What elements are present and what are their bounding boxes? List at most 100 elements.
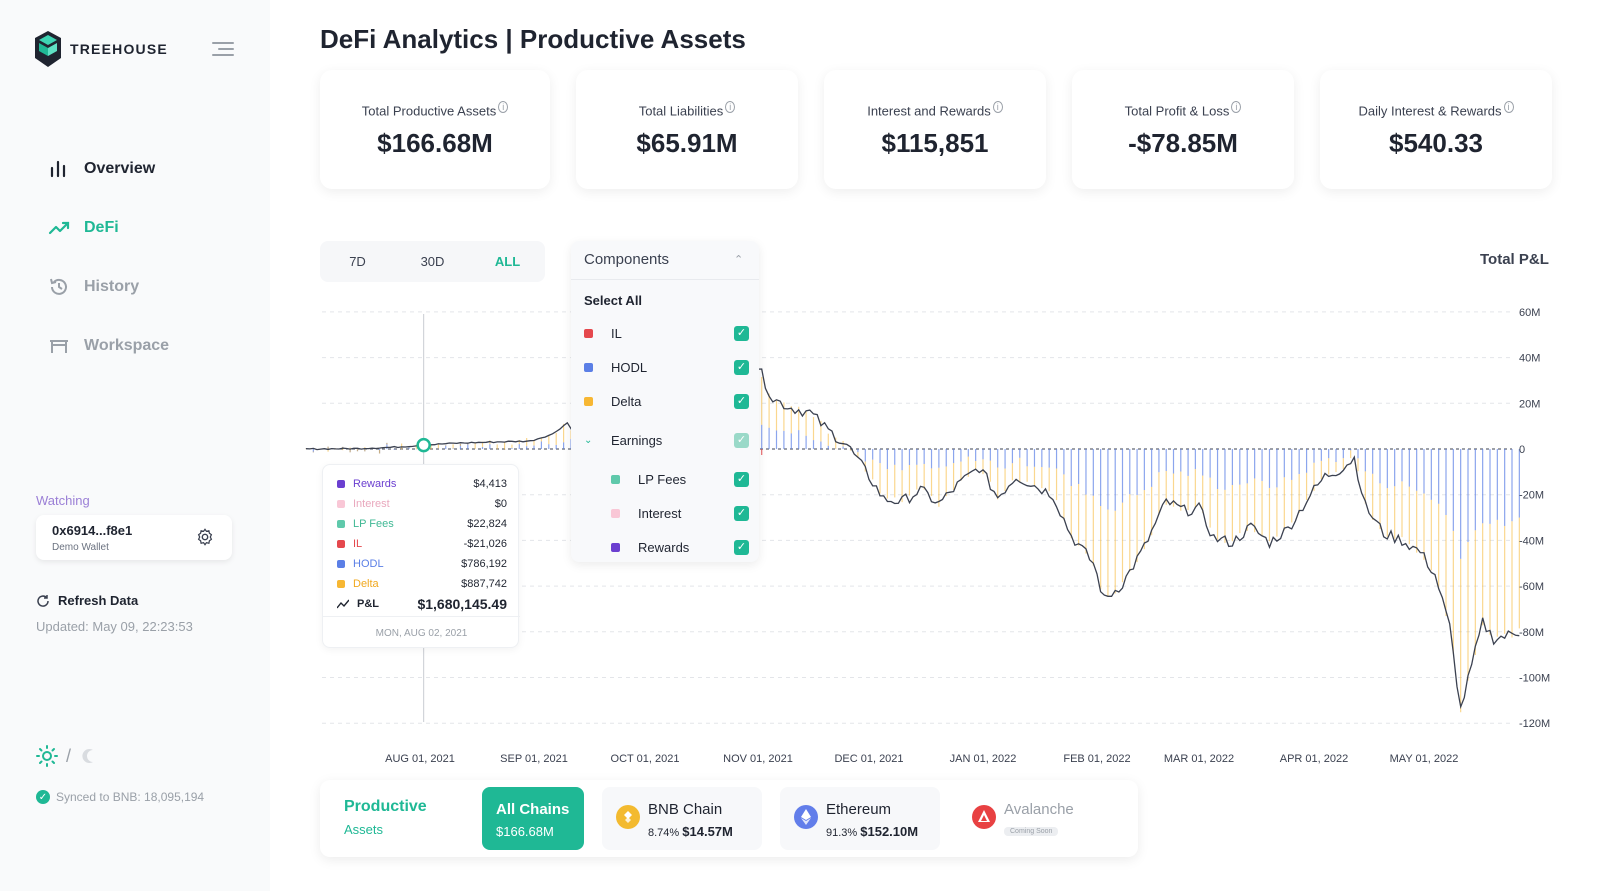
chains-title: Productive bbox=[344, 798, 427, 815]
kpi-value: -$78.85M bbox=[1128, 128, 1238, 159]
component-il[interactable]: IL ✓ bbox=[584, 323, 749, 343]
tooltip-row: LP Fees $22,824 bbox=[337, 517, 507, 531]
trending-up-icon bbox=[48, 221, 70, 235]
x-tick-label: AUG 01, 2021 bbox=[385, 753, 455, 765]
range-tab-7d[interactable]: 7D bbox=[349, 254, 366, 269]
checkbox-hodl[interactable]: ✓ bbox=[734, 359, 749, 375]
kpi-label: Interest and Rewards i bbox=[824, 101, 1046, 118]
component-delta[interactable]: Delta ✓ bbox=[584, 391, 749, 411]
kpi-card-daily-interest-rewards: Daily Interest & Rewards i $540.33 bbox=[1320, 70, 1552, 189]
range-tab-all[interactable]: ALL bbox=[494, 254, 521, 269]
sidebar-item-label: Workspace bbox=[84, 337, 170, 354]
refresh-data-button[interactable]: Refresh Data bbox=[36, 593, 138, 608]
component-lp-fees[interactable]: LP Fees ✓ bbox=[584, 469, 749, 489]
chart-title: Total P&L bbox=[1480, 251, 1549, 268]
range-tab-30d[interactable]: 30D bbox=[420, 254, 445, 269]
chain-name: Ethereum bbox=[826, 801, 892, 818]
sun-icon[interactable] bbox=[36, 745, 58, 767]
logo[interactable]: TREEHOUSE bbox=[34, 30, 168, 68]
component-earnings[interactable]: ⌄ Earnings ✓ bbox=[584, 430, 749, 450]
x-tick-label: OCT 01, 2021 bbox=[611, 753, 680, 765]
x-tick-label: JAN 01, 2022 bbox=[950, 753, 1017, 765]
coming-soon-badge: Coming Soon bbox=[1004, 823, 1059, 836]
wallet-card[interactable]: 0x6914...f8e1 Demo Wallet bbox=[36, 515, 232, 560]
chain-ethereum-button[interactable]: Ethereum 91.3% $152.10M bbox=[780, 787, 940, 850]
kpi-value: $65.91M bbox=[636, 128, 738, 159]
refresh-icon bbox=[37, 594, 49, 607]
y-tick-label: -80M bbox=[1519, 627, 1544, 639]
checkbox-interest[interactable]: ✓ bbox=[734, 505, 749, 521]
bnb-icon bbox=[616, 805, 640, 829]
checkbox-delta[interactable]: ✓ bbox=[734, 393, 749, 409]
x-tick-label: FEB 01, 2022 bbox=[1063, 753, 1130, 765]
info-icon[interactable]: i bbox=[725, 101, 736, 113]
components-dropdown-toggle[interactable]: Components bbox=[584, 251, 670, 268]
divider bbox=[571, 279, 759, 280]
info-icon[interactable]: i bbox=[498, 101, 509, 113]
sidebar-item-workspace[interactable]: Workspace bbox=[48, 335, 169, 357]
rewards-swatch bbox=[611, 542, 620, 552]
chain-name: All Chains bbox=[496, 801, 570, 818]
kpi-card-total-profit-loss: Total Profit & Loss i -$78.85M bbox=[1072, 70, 1294, 189]
checkbox-lp-fees[interactable]: ✓ bbox=[734, 471, 749, 487]
chain-bnb-button[interactable]: BNB Chain 8.74% $14.57M bbox=[602, 787, 762, 850]
chevron-down-icon[interactable]: ⌄ bbox=[584, 434, 593, 446]
kpi-label: Daily Interest & Rewards i bbox=[1320, 101, 1552, 118]
theme-toggle: / bbox=[36, 745, 99, 767]
sidebar-item-overview[interactable]: Overview bbox=[48, 158, 169, 180]
component-rewards[interactable]: Rewards ✓ bbox=[584, 537, 749, 557]
component-interest[interactable]: Interest ✓ bbox=[584, 503, 749, 523]
page-title: DeFi Analytics | Productive Assets bbox=[320, 24, 746, 54]
tooltip-row: IL -$21,026 bbox=[337, 537, 507, 551]
info-icon[interactable]: i bbox=[1503, 101, 1514, 113]
x-tick-label: MAY 01, 2022 bbox=[1390, 753, 1459, 765]
component-hodl[interactable]: HODL ✓ bbox=[584, 357, 749, 377]
watching-label: Watching bbox=[36, 493, 90, 508]
checkbox-rewards[interactable]: ✓ bbox=[734, 539, 749, 555]
component-label: HODL bbox=[611, 359, 648, 375]
history-icon bbox=[50, 278, 67, 295]
sidebar: TREEHOUSE Overview DeFi History Workspac… bbox=[0, 0, 270, 891]
y-tick-label: -100M bbox=[1519, 673, 1550, 685]
chain-all-chains-button[interactable]: All Chains $166.68M bbox=[482, 787, 584, 850]
workspace-desk-icon bbox=[50, 340, 68, 353]
chevron-up-icon[interactable]: ⌃ bbox=[734, 254, 744, 266]
menu-toggle-icon[interactable] bbox=[212, 42, 234, 58]
info-icon[interactable]: i bbox=[1231, 101, 1242, 113]
moon-icon[interactable] bbox=[79, 746, 99, 766]
cursor-point bbox=[416, 437, 431, 453]
chains-subtitle: Assets bbox=[344, 822, 384, 837]
sidebar-item-history[interactable]: History bbox=[48, 276, 169, 298]
tooltip-date: MON, AUG 02, 2021 bbox=[375, 628, 468, 639]
sidebar-item-defi[interactable]: DeFi bbox=[48, 217, 169, 239]
pnl-line bbox=[305, 360, 1520, 710]
components-dropdown: Components ⌃ Select All IL ✓ HODL ✓ Delt… bbox=[571, 241, 759, 562]
tooltip-row: HODL $786,192 bbox=[337, 557, 507, 571]
divider bbox=[323, 616, 520, 617]
chart-line bbox=[305, 360, 1520, 710]
select-all-button[interactable]: Select All bbox=[584, 293, 643, 308]
y-tick-label: -40M bbox=[1519, 535, 1544, 547]
chart-tooltip: Rewards $4,413 Interest $0 LP Fees $22,824 … bbox=[322, 464, 520, 648]
x-axis: AUG 01, 2021 SEP 01, 2021 OCT 01, 2021 NOV … bbox=[385, 753, 1458, 765]
wallet-address: 0x6914...f8e1 bbox=[52, 523, 133, 538]
checkbox-il[interactable]: ✓ bbox=[734, 325, 749, 341]
y-tick-label: 0 bbox=[1519, 444, 1525, 456]
component-label: LP Fees bbox=[638, 471, 687, 487]
x-tick-label: DEC 01, 2021 bbox=[834, 753, 903, 765]
sidebar-item-label: History bbox=[84, 278, 140, 295]
info-icon[interactable]: i bbox=[992, 101, 1003, 113]
range-tabs: 7D 30D ALL bbox=[320, 241, 545, 282]
component-label: Rewards bbox=[638, 539, 690, 555]
chain-selector: Productive Assets All Chains $166.68M BN… bbox=[320, 780, 1138, 857]
tooltip-row-pl: P&L $1,680,145.49 bbox=[337, 596, 507, 612]
checkbox-earnings[interactable]: ✓ bbox=[734, 432, 749, 448]
x-tick-label: APR 01, 2022 bbox=[1280, 753, 1349, 765]
kpi-label: Total Liabilities i bbox=[576, 101, 798, 118]
treehouse-logo-icon bbox=[35, 31, 61, 67]
app-name: TREEHOUSE bbox=[70, 41, 168, 57]
gear-icon[interactable] bbox=[196, 528, 214, 546]
x-tick-label: NOV 01, 2021 bbox=[723, 753, 793, 765]
component-label: Interest bbox=[638, 505, 682, 521]
